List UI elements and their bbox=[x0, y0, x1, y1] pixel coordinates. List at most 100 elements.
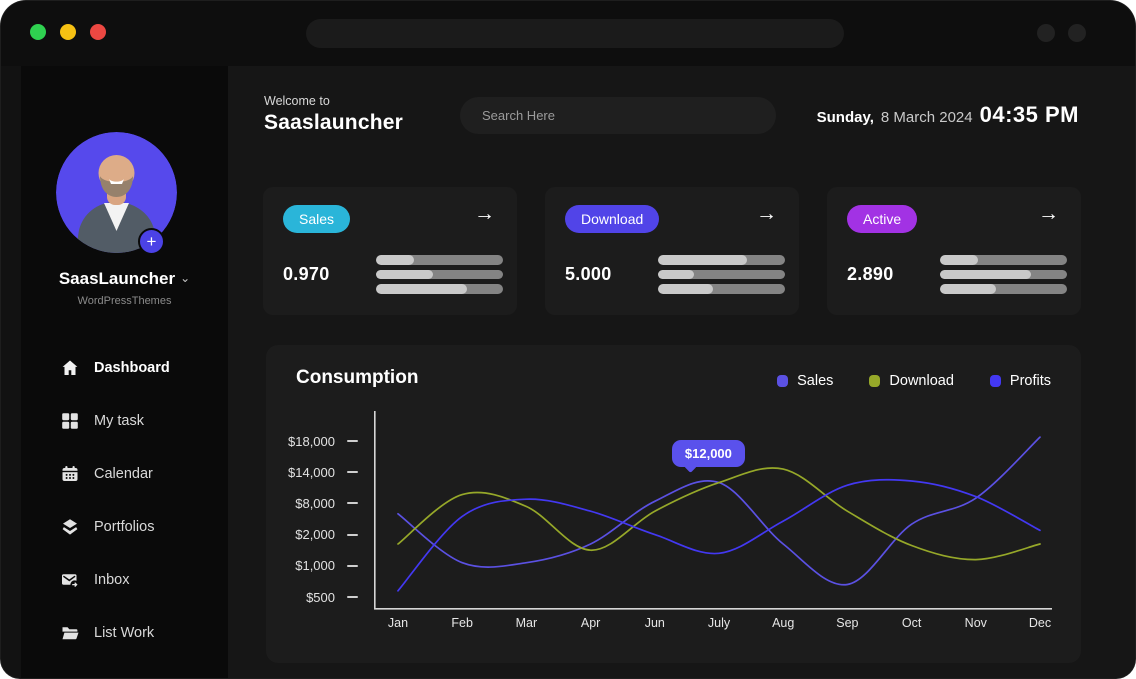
stat-badge[interactable]: Active bbox=[847, 205, 918, 233]
date-full: 8 March 2024 bbox=[880, 109, 973, 126]
legend-dot bbox=[777, 375, 789, 387]
stat-card-active: Active → 2.890 bbox=[827, 187, 1081, 315]
stat-card-sales: Sales → 0.970 bbox=[263, 187, 517, 315]
x-tick-label: July bbox=[707, 616, 731, 630]
x-tick-label: Aug bbox=[772, 616, 795, 630]
inbox-icon bbox=[62, 574, 79, 589]
stat-bar bbox=[940, 255, 1067, 265]
y-tick-label: $14,000 bbox=[266, 463, 358, 481]
stat-value: 0.970 bbox=[283, 264, 330, 284]
x-tick-label: Apr bbox=[580, 616, 601, 630]
layers-icon bbox=[62, 519, 78, 535]
stat-bar-fill bbox=[658, 255, 747, 265]
sidebar-item-label: Calendar bbox=[94, 466, 153, 482]
sidebar-item-label: My task bbox=[94, 413, 144, 429]
window-titlebar bbox=[1, 1, 1135, 66]
sidebar-item-label: Dashboard bbox=[94, 360, 170, 376]
stat-bar-fill bbox=[940, 284, 996, 294]
x-tick-label: Mar bbox=[515, 616, 538, 630]
stat-bar bbox=[658, 255, 785, 265]
stat-bar bbox=[658, 284, 785, 294]
arrow-right-icon[interactable]: → bbox=[474, 202, 495, 225]
tooltip-value: $12,000 bbox=[684, 445, 732, 461]
chart-plot[interactable] bbox=[374, 411, 1052, 611]
x-tick-label: Oct bbox=[901, 616, 922, 630]
welcome-label: Welcome to bbox=[264, 94, 330, 108]
legend-item-profits[interactable]: Profits bbox=[989, 373, 1051, 389]
y-tick-label: $18,000 bbox=[266, 432, 358, 450]
titlebar-search-bar[interactable] bbox=[306, 19, 844, 48]
window-control-dot-1[interactable] bbox=[1037, 24, 1055, 42]
profile-name: SaasLauncher bbox=[58, 269, 176, 288]
date-day: Sunday, bbox=[816, 109, 874, 126]
stat-card-download: Download → 5.000 bbox=[545, 187, 799, 315]
stat-value: 5.000 bbox=[565, 264, 612, 284]
page-title: Saaslauncher bbox=[264, 111, 403, 134]
sidebar-item-label: List Work bbox=[94, 625, 155, 641]
sidebar-item-list-work[interactable]: List Work bbox=[61, 621, 212, 645]
stat-badge[interactable]: Download bbox=[565, 205, 660, 233]
stat-bar-fill bbox=[940, 255, 979, 265]
datetime: Sunday, 8 March 2024 04:35 PM bbox=[817, 102, 1079, 128]
time: 04:35 PM bbox=[979, 102, 1079, 127]
home-icon bbox=[62, 360, 78, 375]
grid-icon bbox=[62, 413, 78, 429]
stat-bars bbox=[376, 255, 503, 294]
sidebar-item-calendar[interactable]: Calendar bbox=[61, 462, 212, 486]
window-control-dot-2[interactable] bbox=[1068, 24, 1086, 42]
x-tick-label: Nov bbox=[964, 616, 987, 630]
y-tick-label: $2,000 bbox=[266, 526, 358, 544]
legend-item-sales[interactable]: Sales bbox=[777, 373, 833, 389]
arrow-right-icon[interactable]: → bbox=[1038, 202, 1059, 225]
x-tick-label: Feb bbox=[451, 616, 473, 630]
traffic-light-red[interactable] bbox=[90, 24, 106, 40]
chart-line-sales bbox=[397, 436, 1041, 586]
y-tick-label: $500 bbox=[266, 588, 358, 606]
sidebar-item-label: Inbox bbox=[94, 572, 130, 588]
chevron-down-icon: ⌄ bbox=[180, 271, 191, 285]
y-tick-label: $1,000 bbox=[266, 557, 358, 575]
y-tick-label: $8,000 bbox=[266, 494, 358, 512]
traffic-light-yellow[interactable] bbox=[60, 24, 76, 40]
legend-label: Download bbox=[889, 373, 954, 389]
arrow-right-icon[interactable]: → bbox=[756, 202, 777, 225]
sidebar-item-inbox[interactable]: Inbox bbox=[61, 568, 212, 592]
legend-item-download[interactable]: Download bbox=[869, 373, 954, 389]
stat-bar bbox=[658, 269, 785, 279]
sidebar-menu: Dashboard My task Calendar Portfolios In… bbox=[61, 356, 212, 645]
traffic-light-green[interactable] bbox=[30, 24, 46, 40]
x-tick-label: Jun bbox=[644, 616, 665, 630]
stat-bar bbox=[376, 255, 503, 265]
x-tick-label: Jan bbox=[387, 616, 409, 630]
add-profile-button[interactable]: + bbox=[138, 228, 165, 255]
sidebar-item-portfolios[interactable]: Portfolios bbox=[61, 515, 212, 539]
search-input[interactable] bbox=[460, 97, 776, 134]
stat-bar bbox=[940, 284, 1067, 294]
calendar-icon bbox=[62, 466, 78, 481]
chart-title: Consumption bbox=[296, 367, 419, 388]
stat-bar-fill bbox=[376, 284, 468, 294]
stat-bar bbox=[376, 269, 503, 279]
stat-bar-fill bbox=[658, 269, 694, 279]
sidebar-item-dashboard[interactable]: Dashboard bbox=[61, 356, 212, 380]
stat-bar bbox=[376, 284, 503, 294]
sidebar-item-my-task[interactable]: My task bbox=[61, 409, 212, 433]
sidebar: + SaasLauncher ⌄ WordPressThemes Dashboar… bbox=[21, 66, 228, 678]
stat-bar-fill bbox=[940, 269, 1032, 279]
stat-bar-fill bbox=[376, 269, 434, 279]
profile-subtitle: WordPressThemes bbox=[77, 295, 172, 307]
legend-label: Profits bbox=[1009, 373, 1051, 389]
stat-bar-fill bbox=[658, 284, 713, 294]
main-content: Welcome to Saaslauncher Sunday, 8 March … bbox=[228, 66, 1135, 678]
profile-name-dropdown[interactable]: SaasLauncher ⌄ bbox=[21, 269, 228, 289]
stat-bar-fill bbox=[376, 255, 415, 265]
consumption-panel: Consumption Sales Download Profits bbox=[266, 345, 1081, 663]
chart-tooltip: $12,000 bbox=[671, 439, 745, 473]
legend-dot bbox=[989, 375, 1001, 387]
chart-line-profits bbox=[397, 478, 1041, 592]
legend-label: Sales bbox=[797, 373, 834, 389]
stat-badge[interactable]: Sales bbox=[283, 205, 351, 233]
folder-icon bbox=[62, 627, 79, 640]
stat-bars bbox=[658, 255, 785, 294]
